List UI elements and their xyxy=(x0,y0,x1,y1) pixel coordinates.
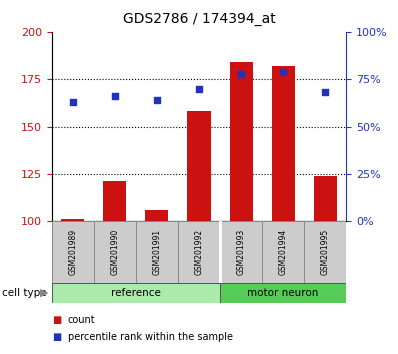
Bar xyxy=(94,221,136,283)
Bar xyxy=(262,221,304,283)
Bar xyxy=(52,283,220,303)
Bar xyxy=(136,221,178,283)
Bar xyxy=(314,176,337,221)
Text: reference: reference xyxy=(111,288,161,298)
Bar xyxy=(220,221,262,283)
Text: ■: ■ xyxy=(52,315,61,325)
Bar xyxy=(178,221,220,283)
Text: GDS2786 / 174394_at: GDS2786 / 174394_at xyxy=(123,12,275,27)
Point xyxy=(238,71,244,76)
Point xyxy=(112,93,118,99)
Text: GSM201993: GSM201993 xyxy=(236,229,246,275)
Text: motor neuron: motor neuron xyxy=(248,288,319,298)
Point xyxy=(280,69,286,74)
Text: percentile rank within the sample: percentile rank within the sample xyxy=(68,332,233,342)
Bar xyxy=(271,66,295,221)
Text: GSM201991: GSM201991 xyxy=(152,229,162,275)
Text: GSM201994: GSM201994 xyxy=(279,229,288,275)
Bar xyxy=(61,219,84,221)
Point xyxy=(70,99,76,105)
Bar xyxy=(103,182,127,221)
Bar xyxy=(220,283,346,303)
Text: GSM201992: GSM201992 xyxy=(195,229,203,275)
Point xyxy=(322,90,328,95)
Text: GSM201989: GSM201989 xyxy=(68,229,77,275)
Text: count: count xyxy=(68,315,95,325)
Point xyxy=(154,97,160,103)
Bar xyxy=(230,62,253,221)
Text: ▶: ▶ xyxy=(39,288,48,298)
Text: GSM201995: GSM201995 xyxy=(321,229,330,275)
Point xyxy=(196,86,202,92)
Text: cell type: cell type xyxy=(2,288,47,298)
Text: GSM201990: GSM201990 xyxy=(110,229,119,275)
Bar xyxy=(187,112,211,221)
Bar xyxy=(304,221,346,283)
Text: ■: ■ xyxy=(52,332,61,342)
Bar xyxy=(145,210,168,221)
Bar xyxy=(52,221,94,283)
